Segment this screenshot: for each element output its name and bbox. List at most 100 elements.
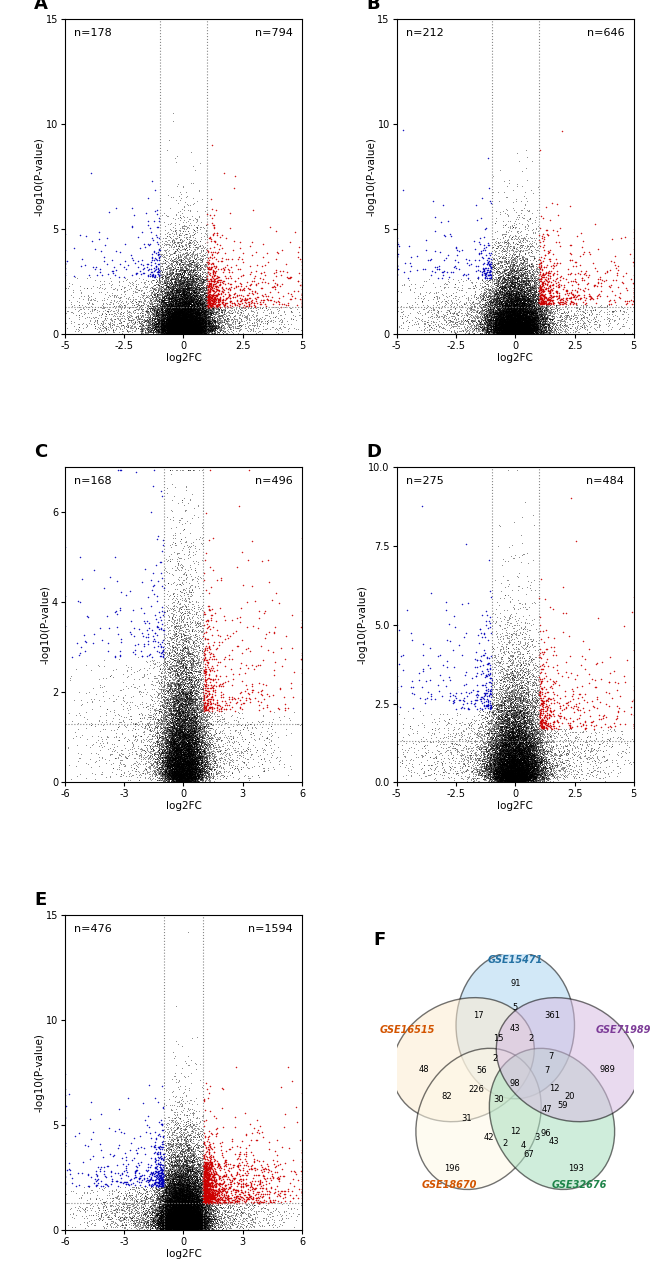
Point — [175, 232, 185, 252]
Point — [162, 718, 172, 738]
Point — [167, 757, 177, 777]
Point — [161, 314, 172, 334]
Point — [552, 709, 562, 729]
Point — [184, 1218, 194, 1238]
Point — [178, 770, 188, 790]
Point — [170, 285, 181, 305]
Point — [179, 692, 189, 712]
Point — [514, 743, 524, 764]
Point — [194, 316, 205, 336]
Point — [168, 262, 179, 283]
Point — [155, 1188, 165, 1208]
Point — [536, 293, 547, 313]
Point — [127, 1199, 137, 1219]
Point — [163, 1189, 174, 1209]
Point — [514, 285, 525, 305]
Point — [515, 757, 526, 777]
Point — [187, 685, 198, 705]
Point — [168, 299, 179, 319]
Point — [190, 741, 200, 761]
Point — [168, 249, 179, 269]
Point — [171, 756, 181, 776]
Point — [160, 322, 170, 342]
Point — [506, 771, 517, 791]
Point — [181, 709, 191, 729]
Point — [514, 309, 524, 329]
Point — [108, 666, 118, 687]
Point — [174, 1174, 184, 1194]
Point — [158, 750, 168, 770]
Point — [518, 748, 528, 769]
Point — [526, 727, 536, 747]
Point — [179, 1213, 190, 1233]
Point — [510, 309, 521, 329]
Point — [512, 281, 523, 302]
Point — [175, 303, 185, 323]
Point — [496, 316, 506, 336]
Point — [177, 1213, 187, 1233]
Point — [183, 646, 194, 666]
Point — [184, 756, 194, 776]
Point — [181, 324, 192, 345]
Point — [189, 1181, 200, 1201]
Point — [161, 1215, 171, 1235]
Point — [189, 304, 200, 324]
Point — [197, 742, 207, 762]
Point — [522, 314, 532, 334]
Point — [181, 764, 191, 784]
Point — [197, 1215, 207, 1235]
Point — [185, 771, 195, 791]
Point — [500, 321, 510, 341]
Point — [505, 310, 515, 331]
Point — [189, 313, 200, 333]
Point — [196, 240, 206, 260]
Point — [189, 736, 200, 756]
Point — [530, 323, 540, 343]
Point — [521, 734, 531, 755]
Point — [498, 305, 508, 326]
Point — [526, 310, 536, 331]
Point — [500, 732, 510, 752]
Point — [534, 262, 545, 283]
Point — [507, 747, 517, 767]
Point — [168, 1200, 179, 1220]
Point — [478, 304, 488, 324]
Point — [166, 1205, 177, 1225]
Point — [496, 312, 506, 332]
Point — [515, 297, 525, 317]
Point — [515, 760, 526, 780]
Point — [183, 675, 193, 695]
Point — [514, 771, 525, 791]
Point — [195, 1196, 205, 1217]
Point — [545, 732, 556, 752]
Point — [164, 766, 174, 786]
Point — [232, 1172, 242, 1193]
Point — [172, 1167, 183, 1188]
Point — [506, 313, 516, 333]
Point — [497, 765, 508, 785]
Point — [174, 1212, 185, 1232]
Point — [180, 741, 190, 761]
Point — [178, 741, 188, 761]
Point — [520, 765, 530, 785]
Point — [516, 303, 526, 323]
Point — [506, 304, 516, 324]
Point — [177, 1195, 188, 1215]
Point — [176, 681, 186, 702]
Point — [158, 313, 168, 333]
Point — [511, 745, 521, 765]
Point — [495, 281, 506, 302]
Point — [133, 618, 144, 639]
Point — [495, 316, 506, 336]
Point — [187, 676, 197, 697]
Point — [592, 289, 603, 309]
Point — [172, 752, 183, 772]
Point — [164, 770, 175, 790]
Point — [508, 762, 518, 782]
Point — [185, 275, 196, 295]
Point — [188, 755, 198, 775]
Point — [530, 314, 540, 334]
Point — [500, 264, 510, 284]
Point — [192, 300, 203, 321]
Point — [185, 1217, 196, 1237]
